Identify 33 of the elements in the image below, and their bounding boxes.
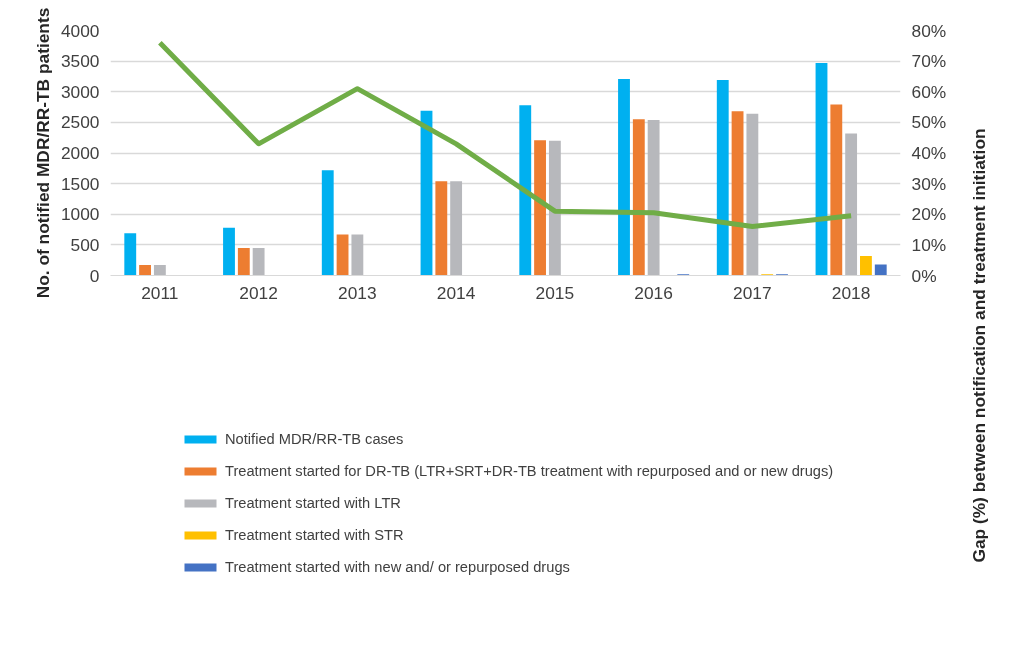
y2-tick-label: 80%: [911, 20, 947, 41]
x-tick-label: 2017: [733, 282, 772, 303]
y-tick-label: 4000: [60, 20, 100, 41]
y-tick-label: 0: [89, 265, 100, 286]
y-tick-label: 3000: [60, 81, 100, 102]
x-tick-label: 2015: [535, 282, 575, 303]
y-tick-label: 2000: [60, 143, 100, 163]
y2-tick-label: 60%: [911, 81, 947, 102]
legend-label: Treatment started with STR: [225, 527, 404, 543]
y2-tick-label: 70%: [911, 51, 947, 72]
y2-tick-label: 10%: [911, 234, 947, 255]
y2-tick-label: 40%: [911, 143, 947, 163]
legend-label: Treatment started with new and/ or repurposed drugs: [225, 559, 570, 575]
y2-axis-title: Gap (%) between notification and treatment initiation: [969, 128, 989, 563]
x-tick-label: 2018: [831, 282, 871, 303]
y2-tick-label: 30%: [911, 173, 947, 194]
legend-label: Notified MDR/RR-TB cases: [225, 431, 404, 447]
y2-tick-label: 0%: [911, 265, 937, 286]
y-tick-label: 3500: [60, 51, 100, 72]
x-tick-label: 2014: [436, 282, 476, 303]
x-tick-label: 2012: [239, 282, 278, 303]
x-tick-label: 2016: [634, 282, 673, 303]
y2-tick-label: 50%: [911, 112, 947, 133]
x-tick-label: 2013: [338, 282, 377, 303]
y2-tick-label: 20%: [911, 204, 947, 225]
x-tick-label: 2011: [141, 282, 179, 303]
y-axis-title: No. of notified MDR/RR-TB patients: [32, 7, 53, 299]
y-tick-label: 1000: [60, 204, 100, 225]
y-tick-label: 1500: [60, 173, 100, 194]
legend-label: Treatment started with LTR: [225, 495, 401, 511]
legend-label: Treatment started for DR-TB (LTR+SRT+DR-TB treatment with repurposed and or new drugs): [225, 463, 834, 479]
y-tick-label: 500: [70, 234, 100, 255]
y-tick-label: 2500: [60, 112, 100, 133]
